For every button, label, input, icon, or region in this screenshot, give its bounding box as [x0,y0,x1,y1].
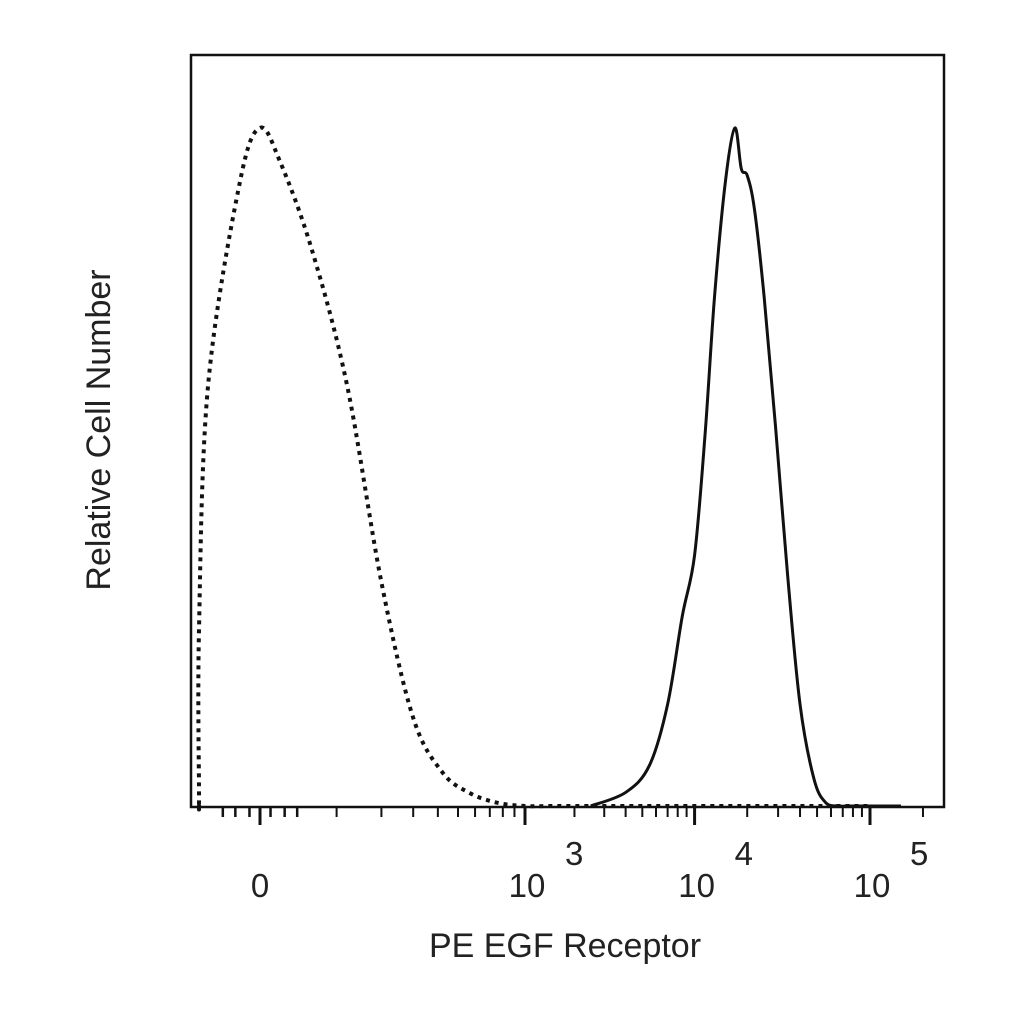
x-tick-label-base: 10 [509,867,546,904]
plot-frame [189,53,946,809]
x-tick-label: 10 3 [509,835,584,904]
y-axis-title: Relative Cell Number [80,269,118,590]
x-tick-label-exponent: 4 [735,835,753,872]
x-tick-label-exponent: 3 [565,835,583,872]
x-tick-label: 0 [251,867,269,904]
x-tick-label-base: 10 [678,867,715,904]
x-tick-label: 10 5 [854,835,929,904]
x-tick-label-base: 0 [251,867,269,904]
series-layer [196,125,901,812]
x-tick-label: 10 4 [678,835,753,904]
x-axis-tick-labels: 0 10 3 10 4 10 5 [251,835,929,904]
x-axis-title: PE EGF Receptor [429,927,701,965]
egf-receptor-histogram-line [590,126,901,808]
x-tick-label-exponent: 5 [910,835,928,872]
x-tick-label-base: 10 [854,867,891,904]
isotype-control-histogram-line [196,125,870,812]
x-axis-ticks [221,807,924,825]
